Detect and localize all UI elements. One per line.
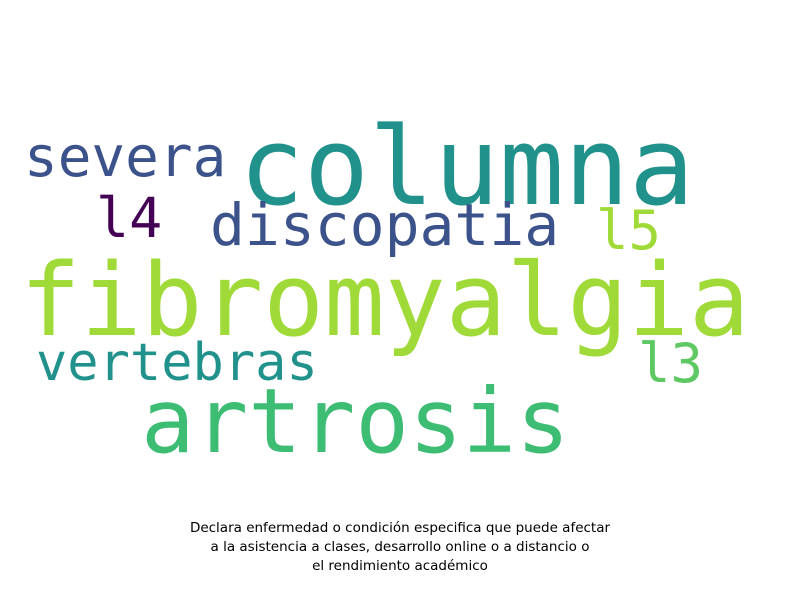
caption-line: a la asistencia a clases, desarrollo onl… — [210, 539, 590, 555]
word-l5: l5 — [596, 199, 662, 262]
word-artrosis: artrosis — [141, 369, 570, 473]
word-cloud: columna severa l4 discopatia l5 fibromya… — [20, 105, 750, 473]
word-vertebras: vertebras — [36, 333, 318, 393]
word-columna: columna — [239, 105, 695, 230]
word-severa: severa — [24, 125, 227, 190]
word-l3: l3 — [638, 332, 704, 395]
caption-line: Declara enfermedad o condición especific… — [189, 520, 611, 536]
caption-line: el rendimiento académico — [312, 558, 488, 574]
word-fibromyalgia: fibromyalgia — [20, 241, 750, 359]
word-discopatia: discopatia — [210, 191, 560, 259]
word-cloud-caption: Declara enfermedad o condición especific… — [0, 519, 800, 576]
word-l4: l4 — [96, 186, 163, 250]
